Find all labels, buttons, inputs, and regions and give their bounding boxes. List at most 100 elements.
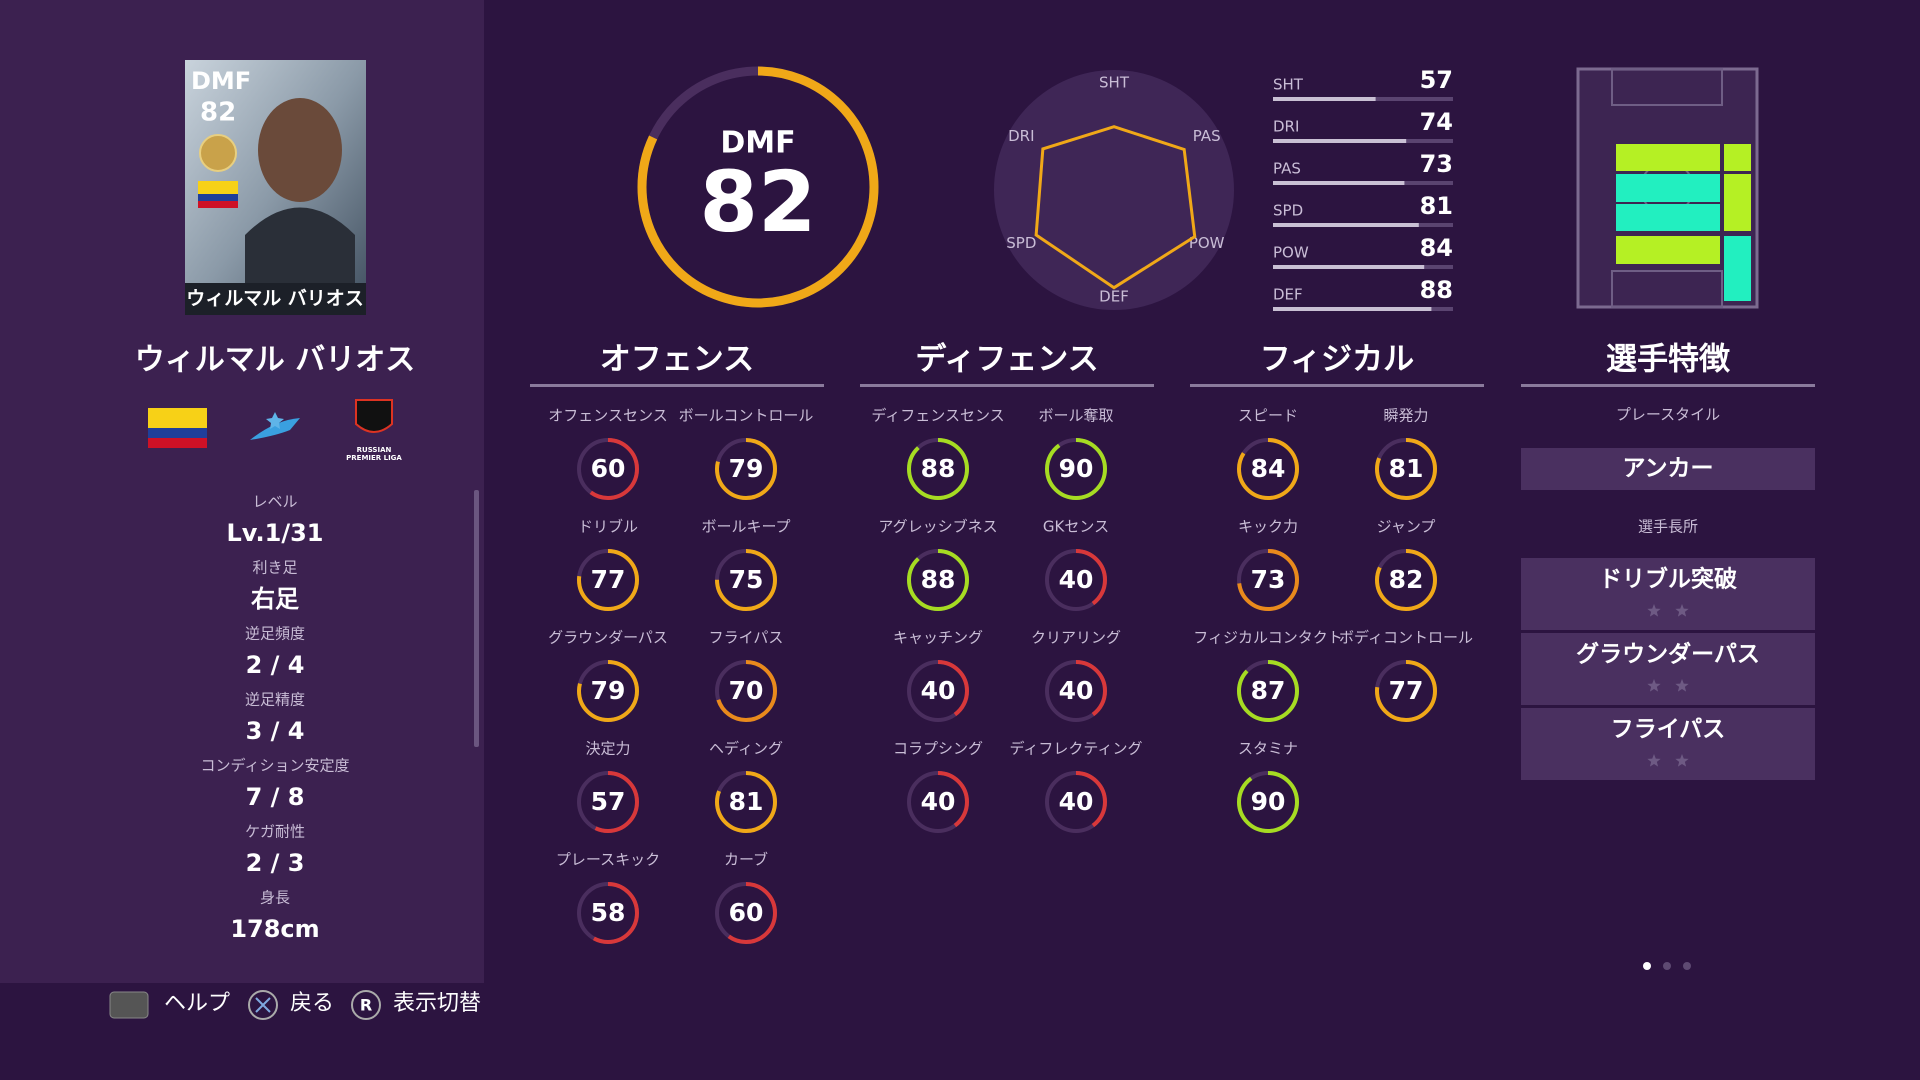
stat-label: アグレッシブネス: [878, 518, 997, 536]
ring-arc: [577, 549, 639, 611]
card-position: DMF: [191, 67, 251, 95]
club-logo: [266, 412, 284, 429]
ring-arc: [1045, 771, 1107, 833]
radar-label: PAS: [1193, 127, 1221, 145]
stat-value: 87: [1251, 676, 1286, 705]
profile-label: ケガ耐性: [245, 823, 305, 841]
profile-value: 7 / 8: [246, 783, 305, 811]
ring-arc: [577, 438, 639, 500]
ring-arc: [715, 438, 777, 500]
skill: ドリブル突破: [1599, 566, 1737, 593]
overall-rating: 82: [700, 153, 817, 251]
summary-bar: [1273, 223, 1419, 227]
stat-label: GKセンス: [1043, 518, 1109, 536]
section-underline: [1521, 384, 1815, 387]
stat-value: 77: [591, 565, 626, 594]
section-title: 選手特徴: [1606, 342, 1731, 378]
stat-label: フライパス: [709, 629, 784, 647]
scrollbar[interactable]: [474, 490, 479, 747]
stat-value: 77: [1389, 676, 1424, 705]
ring-arc: [907, 549, 969, 611]
radar-label: SHT: [1099, 74, 1130, 92]
page-dot[interactable]: [1683, 962, 1691, 970]
summary-value: 74: [1420, 108, 1453, 136]
nation-flag: [148, 438, 207, 448]
summary-label: PAS: [1273, 160, 1301, 178]
stat-label: ドリブル: [578, 518, 638, 536]
profile-label: レベル: [252, 493, 297, 511]
stat-label: グラウンダーパス: [548, 629, 668, 647]
stat-value: 60: [591, 454, 626, 483]
skill-box[interactable]: [1521, 633, 1815, 705]
stat-label: ボールキープ: [701, 518, 790, 536]
nation-flag: [148, 428, 207, 438]
stat-label: キャッチング: [893, 629, 983, 647]
flag: [198, 194, 238, 201]
star: [1675, 679, 1689, 692]
playstyle: アンカー: [1622, 456, 1713, 482]
ring-arc: [1045, 549, 1107, 611]
profile-label: 利き足: [252, 559, 297, 577]
position-map: [1576, 67, 1759, 309]
ring-arc: [1237, 660, 1299, 722]
back-button-icon[interactable]: [248, 990, 278, 1020]
stat-label: 瞬発力: [1383, 407, 1428, 425]
skill-box[interactable]: [1521, 558, 1815, 630]
player-card[interactable]: [185, 60, 366, 315]
star: [1675, 604, 1689, 617]
ring-arc: [715, 771, 777, 833]
star: [1647, 754, 1661, 767]
summary-bar: [1273, 307, 1432, 311]
stat-value: 40: [1059, 565, 1094, 594]
card-rating: 82: [200, 98, 236, 128]
section-underline: [530, 384, 824, 387]
ring-arc: [1375, 660, 1437, 722]
player-name: ウィルマル バリオス: [135, 343, 415, 378]
trait-label: プレースタイル: [1616, 406, 1720, 424]
zone: [1616, 144, 1720, 171]
summary-bar: [1273, 265, 1425, 269]
star: [1647, 679, 1661, 692]
overall-position: DMF: [720, 126, 795, 161]
ring-arc: [577, 771, 639, 833]
profile-value: Lv.1/31: [227, 519, 324, 547]
ring-arc: [577, 660, 639, 722]
profile-label: 逆足頻度: [245, 625, 305, 643]
playstyle-box[interactable]: [1521, 448, 1815, 490]
toggle-button-icon[interactable]: [351, 990, 381, 1020]
summary-bar: [1273, 181, 1405, 185]
star: [1647, 604, 1661, 617]
flag: [198, 181, 238, 194]
stat-label: カーブ: [724, 851, 768, 869]
stat-value: 81: [1389, 454, 1424, 483]
summary-value: 84: [1420, 234, 1453, 262]
stat-value: 90: [1059, 454, 1094, 483]
stat-label: ボディコントロール: [1339, 629, 1473, 647]
profile-value: 3 / 4: [246, 717, 305, 745]
page-dot[interactable]: [1643, 962, 1651, 970]
stat-value: 58: [591, 898, 626, 927]
portrait: [258, 98, 342, 202]
stat-value: 84: [1251, 454, 1286, 483]
ring-arc: [1375, 549, 1437, 611]
radar-bg: [994, 70, 1234, 310]
zone: [1724, 144, 1751, 171]
footer-back: 戻る: [290, 991, 334, 1016]
stat-value: 40: [921, 787, 956, 816]
summary-label: DRI: [1273, 118, 1299, 136]
stat-value: 60: [729, 898, 764, 927]
flag: [198, 201, 238, 208]
help-button-icon[interactable]: [109, 991, 149, 1019]
ring-arc: [907, 660, 969, 722]
page-dot[interactable]: [1663, 962, 1671, 970]
stat-label: ヘディング: [709, 740, 783, 758]
summary-bar: [1273, 139, 1407, 143]
card-badge: [199, 134, 237, 172]
skill-box[interactable]: [1521, 708, 1815, 780]
ring-arc: [715, 882, 777, 944]
stat-label: クリアリング: [1031, 629, 1121, 647]
stat-label: 決定力: [585, 740, 630, 758]
stat-label: ジャンプ: [1377, 518, 1436, 536]
